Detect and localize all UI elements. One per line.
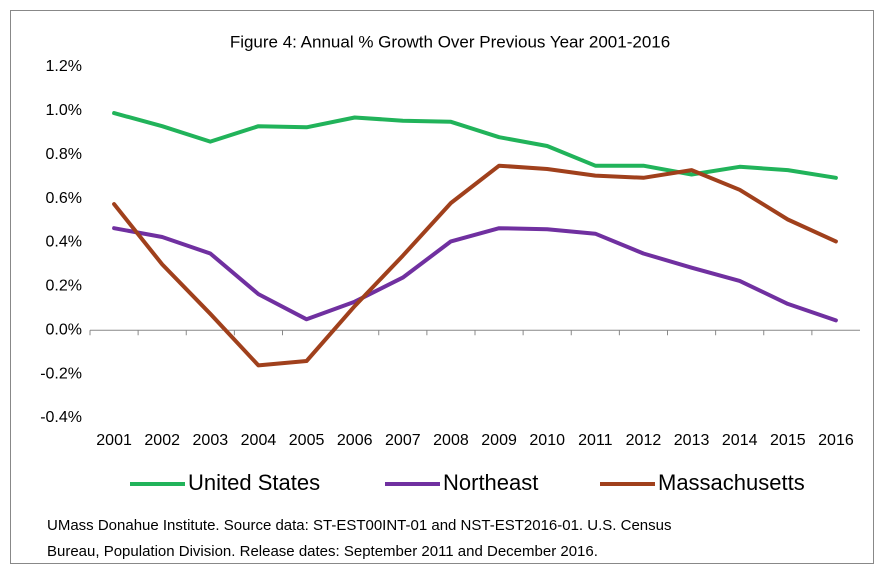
x-tick-label: 2003 bbox=[193, 432, 229, 449]
x-tick-label: 2010 bbox=[529, 432, 565, 449]
series-line bbox=[112, 111, 838, 180]
legend-label: Massachusetts bbox=[658, 470, 805, 495]
x-tick-label: 2012 bbox=[626, 432, 662, 449]
x-tick-label: 2001 bbox=[96, 432, 132, 449]
x-tick-label: 2013 bbox=[674, 432, 710, 449]
x-tick-label: 2005 bbox=[289, 432, 325, 449]
x-tick-label: 2008 bbox=[433, 432, 469, 449]
x-tick-label: 2002 bbox=[144, 432, 180, 449]
y-tick-label: 1.2% bbox=[46, 58, 82, 75]
chart-title: Figure 4: Annual % Growth Over Previous … bbox=[230, 32, 670, 51]
series-line bbox=[112, 163, 838, 368]
x-tick-label: 2016 bbox=[818, 432, 854, 449]
x-tick-label: 2014 bbox=[722, 432, 758, 449]
x-tick-label: 2011 bbox=[578, 432, 613, 449]
y-tick-label: 1.0% bbox=[46, 102, 82, 119]
legend-label: United States bbox=[188, 470, 320, 495]
y-tick-label: 0.2% bbox=[46, 278, 82, 295]
legend-label: Northeast bbox=[443, 470, 538, 495]
note-line: UMass Donahue Institute. Source data: ST… bbox=[47, 517, 671, 534]
x-tick-label: 2004 bbox=[241, 432, 277, 449]
y-tick-label: 0.6% bbox=[46, 190, 82, 207]
series-line bbox=[112, 226, 838, 323]
y-tick-label: 0.0% bbox=[46, 321, 82, 338]
y-tick-label: 0.4% bbox=[46, 234, 82, 251]
x-tick-label: 2007 bbox=[385, 432, 421, 449]
x-tick-label: 2015 bbox=[770, 432, 806, 449]
y-tick-label: -0.2% bbox=[40, 365, 82, 382]
y-tick-label: -0.4% bbox=[40, 409, 82, 426]
y-tick-label: 0.8% bbox=[46, 146, 82, 163]
chart-border bbox=[10, 10, 874, 564]
note-line: Bureau, Population Division. Release dat… bbox=[47, 543, 598, 560]
x-tick-label: 2006 bbox=[337, 432, 373, 449]
x-tick-label: 2009 bbox=[481, 432, 517, 449]
